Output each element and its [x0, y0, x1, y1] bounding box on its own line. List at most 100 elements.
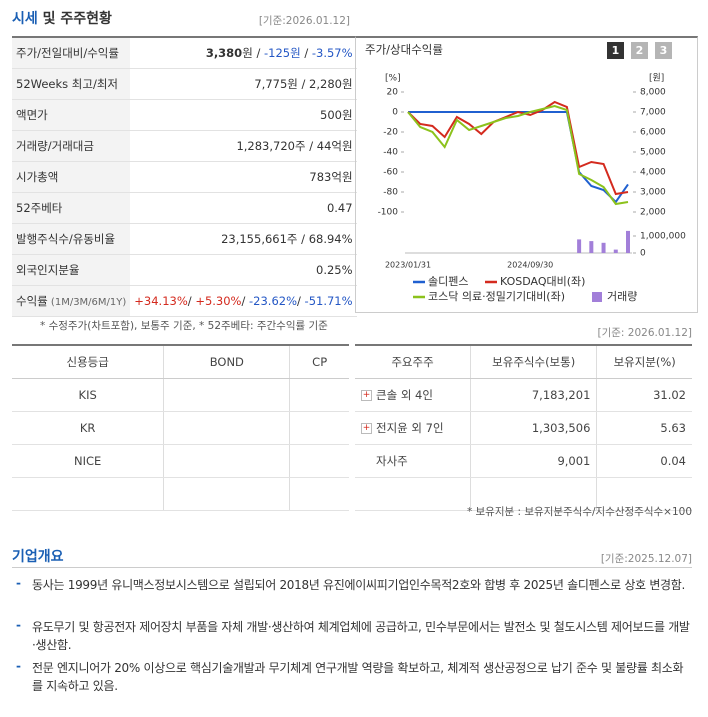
bullet: - — [16, 576, 21, 590]
chart-title: 주가/상대수익률 — [365, 43, 443, 57]
holder-text: 전지윤 외 7인 — [376, 421, 444, 435]
summary-row: 수익률 (1M/3M/6M/1Y) +34.13%/ +5.30%/ -23.62… — [12, 285, 357, 317]
credit-row: NICE — [12, 444, 349, 478]
summary-date: [기준:2026.01.12] — [258, 15, 350, 27]
chart-box — [355, 36, 698, 313]
overview-item: 동사는 1999년 유니맥스정보시스템으로 설립되어 2018년 유진에이씨피기… — [32, 578, 686, 592]
expand-icon: + — [361, 390, 372, 401]
credit-table: 신용등급 BOND CP KIS KR NICE — [12, 344, 349, 511]
cell — [355, 477, 471, 511]
volume-tick-label: 1,000,000 — [640, 232, 686, 242]
summary-row: 거래량/거래대금 1,283,720주 / 44억원 — [12, 130, 357, 162]
agency: KR — [12, 411, 164, 445]
x-tick-label: 2024/09/30 — [507, 261, 553, 270]
legend-label: KOSDAQ대비(좌) — [500, 275, 585, 288]
label-part: 수익률 — [16, 294, 48, 308]
overview-item: 유도무기 및 항공전자 제어장치 부품을 자체 개발·생산하여 체계업체에 공급… — [32, 620, 690, 652]
volume-tick-label: 0 — [640, 249, 646, 259]
shares: 9,001 — [469, 444, 597, 478]
bond-cell — [163, 378, 290, 412]
header-cell: 보유주식수(보통) — [469, 345, 597, 379]
row-value: 23,155,661주 / 68.94% — [130, 223, 357, 255]
bullet: - — [16, 618, 21, 632]
summary-table: 주가/전일대비/수익률 3,380원 / -125원 / -3.57% 52Week… — [12, 36, 357, 317]
y2-tick-label: 3,000 — [640, 188, 666, 198]
y-tick-label: -80 — [383, 188, 398, 198]
row-value: 0.25% — [130, 254, 357, 286]
volume-bar — [577, 239, 582, 253]
holder-row: + 큰솔 외 4인 7,183,201 31.02 — [355, 378, 692, 412]
series-line — [407, 104, 629, 206]
y2-tick-label: 2,000 — [640, 208, 666, 218]
shareholder-table: 주요주주 보유주식수(보통) 보유지분(%) + 큰솔 외 4인 7,183,201 31.… — [355, 344, 692, 511]
cell — [596, 477, 692, 511]
value-part: / — [187, 294, 196, 308]
bond-cell — [163, 411, 290, 445]
y-tick-label: -20 — [383, 128, 398, 138]
y-unit: [%] — [385, 74, 401, 84]
row-value: 3,380원 / -125원 / -3.57% — [130, 37, 357, 69]
volume-bar — [613, 249, 618, 253]
row-label: 시가총액 — [12, 161, 131, 193]
tab-label[interactable]: 1 — [612, 44, 620, 57]
title-rest: 및 주주현황 — [37, 11, 112, 27]
overview-title: 기업개요 — [12, 549, 64, 565]
value-part: +34.13% — [134, 294, 188, 308]
value-part: -3.57% — [311, 46, 353, 60]
summary-row: 52주베타 0.47 — [12, 192, 357, 224]
row-label: 액면가 — [12, 99, 131, 131]
legend-label: 거래량 — [607, 290, 637, 303]
shares: 1,303,506 — [469, 411, 597, 445]
row-label: 52Weeks 최고/최저 — [12, 68, 131, 100]
header-cell: 신용등급 — [12, 345, 164, 379]
summary-row: 주가/전일대비/수익률 3,380원 / -125원 / -3.57% — [12, 37, 357, 69]
row-label: 52주베타 — [12, 192, 131, 224]
bond-cell — [163, 444, 290, 478]
expand-icon: + — [361, 423, 372, 434]
value-part: 원 — [242, 46, 253, 60]
holder-row: + 전지윤 외 7인 1,303,506 5.63 — [355, 411, 692, 445]
bond-cell — [163, 477, 290, 511]
value-part: / — [241, 294, 250, 308]
summary-note: * 수정주가(차트포함), 보통주 기준, * 52주베타: 주간수익률 기준 — [40, 320, 328, 332]
row-label: 발행주식수/유동비율 — [12, 223, 131, 255]
value-part: -51.71% — [304, 294, 353, 308]
stake: 5.63 — [596, 411, 692, 445]
credit-row: KR — [12, 411, 349, 445]
summary-row: 52Weeks 최고/최저 7,775원 / 2,280원 — [12, 68, 357, 100]
y-tick-label: -60 — [383, 168, 398, 178]
overview-rule — [12, 567, 692, 568]
volume-bar — [626, 230, 630, 253]
holder-text: 자사주 — [376, 454, 408, 468]
row-label: 외국인지분율 — [12, 254, 131, 286]
row-label: 주가/전일대비/수익률 — [12, 37, 131, 69]
value-part: / — [252, 46, 264, 60]
row-value: 0.47 — [130, 192, 357, 224]
y2-tick-label: 6,000 — [640, 128, 666, 138]
series-line — [408, 111, 629, 204]
tab-button[interactable] — [655, 42, 672, 59]
shares: 7,183,201 — [469, 378, 597, 412]
x-tick-label: 2023/01/31 — [385, 261, 431, 270]
volume-bar — [589, 241, 594, 253]
label-part: (1M/3M/6M/1Y) — [47, 297, 127, 308]
shareholder-date: [기준: 2026.01.12] — [597, 327, 692, 339]
value-part: -23.62% — [249, 294, 298, 308]
tab-label[interactable]: 2 — [636, 44, 644, 57]
bullet: - — [16, 659, 21, 673]
agency — [12, 477, 164, 511]
row-label: 수익률 (1M/3M/6M/1Y) — [12, 285, 131, 317]
shareholder-note: * 보유지분 : 보유지분주식수/지수산정주식수×100 — [466, 506, 692, 518]
row-value: 783억원 — [130, 161, 357, 193]
y2-tick-label: 4,000 — [640, 168, 666, 178]
tab-button[interactable] — [631, 42, 648, 59]
tab-button[interactable] — [607, 42, 624, 59]
series-line — [407, 100, 629, 196]
value-part: / — [297, 294, 305, 308]
stake: 0.04 — [596, 444, 692, 478]
y2-tick-label: 8,000 — [640, 88, 666, 98]
value-part: -125원 — [263, 46, 301, 60]
holder-row — [355, 477, 692, 511]
tab-label[interactable]: 3 — [660, 44, 668, 57]
row-value: 1,283,720주 / 44억원 — [130, 130, 357, 162]
